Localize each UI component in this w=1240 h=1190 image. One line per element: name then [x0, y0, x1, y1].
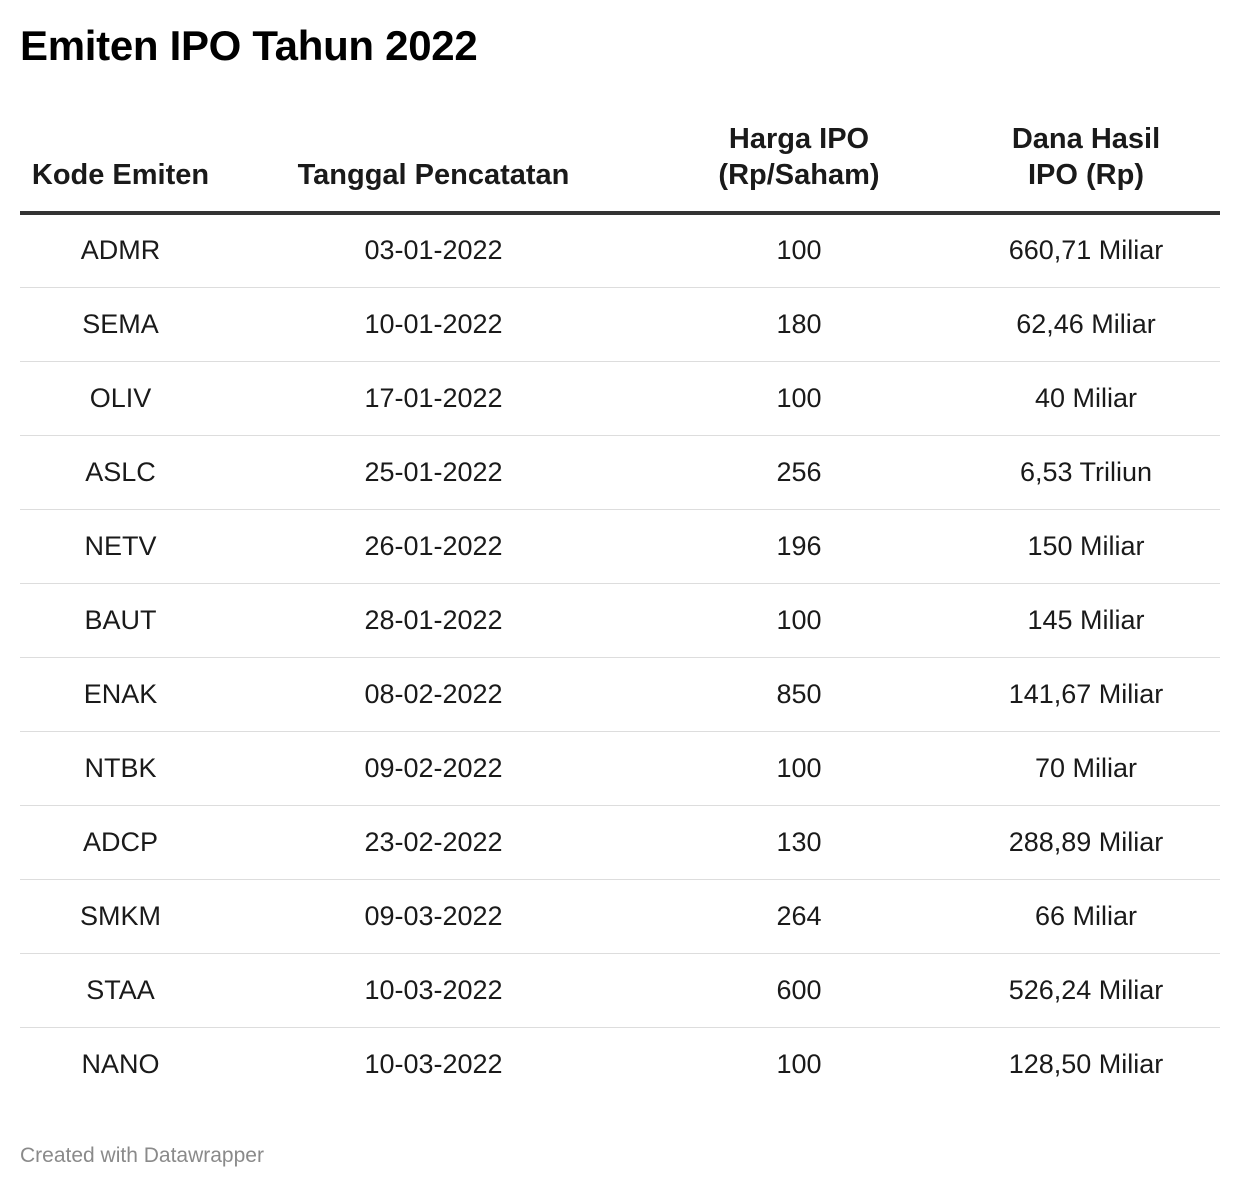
cell-dana-hasil-ipo: 141,67 Miliar: [952, 657, 1220, 732]
table-row: ADCP 23-02-2022 130 288,89 Miliar: [20, 805, 1220, 880]
table-body: ADMR 03-01-2022 100 660,71 Miliar SEMA 10-01-…: [20, 213, 1220, 1101]
cell-tanggal-pencatatan: 17-01-2022: [221, 361, 646, 436]
cell-harga-ipo: 100: [646, 583, 952, 658]
cell-dana-hasil-ipo: 660,71 Miliar: [952, 213, 1220, 288]
table-row: SMKM 09-03-2022 264 66 Miliar: [20, 879, 1220, 954]
header-line: IPO (Rp): [1028, 159, 1144, 191]
cell-tanggal-pencatatan: 09-02-2022: [221, 731, 646, 806]
cell-kode-emiten: ASLC: [20, 435, 221, 510]
header-line: Tanggal Pencatatan: [297, 159, 570, 191]
table-row: NTBK 09-02-2022 100 70 Miliar: [20, 731, 1220, 806]
table-header: Kode Emiten Tanggal Pencatatan Harga IPO…: [20, 110, 1220, 215]
cell-kode-emiten: ENAK: [20, 657, 221, 732]
cell-kode-emiten: SMKM: [20, 879, 221, 954]
cell-harga-ipo: 600: [646, 953, 952, 1028]
cell-kode-emiten: NANO: [81, 1048, 160, 1079]
cell-harga-ipo: 196: [646, 509, 952, 584]
cell-kode-emiten: BAUT: [20, 583, 221, 658]
cell-harga-ipo: 850: [646, 657, 952, 732]
cell-tanggal-pencatatan: 23-02-2022: [221, 805, 646, 880]
cell-dana-hasil-ipo: 128,50 Miliar: [1008, 1048, 1164, 1079]
cell-harga-ipo: 100: [646, 213, 952, 288]
cell-tanggal-pencatatan: 26-01-2022: [221, 509, 646, 584]
cell-kode-emiten: ADCP: [20, 805, 221, 880]
cell-tanggal-pencatatan: 03-01-2022: [221, 213, 646, 288]
cell-dana-hasil-ipo: 66 Miliar: [952, 879, 1220, 954]
table-row: SEMA 10-01-2022 180 62,46 Miliar: [20, 287, 1220, 362]
cell-dana-hasil-ipo: 6,53 Triliun: [952, 435, 1220, 510]
cell-tanggal-pencatatan: 28-01-2022: [221, 583, 646, 658]
table-row: OLIV 17-01-2022 100 40 Miliar: [20, 361, 1220, 436]
cell-kode-emiten: NTBK: [20, 731, 221, 806]
header-harga-ipo: Harga IPO (Rp/Saham): [646, 110, 952, 215]
cell-kode-emiten: OLIV: [20, 361, 221, 436]
header-kode-emiten: Kode Emiten: [20, 110, 221, 215]
header-line: (Rp/Saham): [718, 159, 880, 191]
cell-dana-hasil-ipo: 145 Miliar: [952, 583, 1220, 658]
footer-credit: Created with Datawrapper: [20, 1144, 264, 1167]
cell-kode-emiten: NETV: [20, 509, 221, 584]
cell-harga-ipo: 100: [776, 1048, 822, 1079]
cell-tanggal-pencatatan: 25-01-2022: [221, 435, 646, 510]
cell-dana-hasil-ipo: 526,24 Miliar: [952, 953, 1220, 1028]
page-title: Emiten IPO Tahun 2022: [20, 22, 478, 69]
cell-dana-hasil-ipo: 70 Miliar: [952, 731, 1220, 806]
table-row: STAA 10-03-2022 600 526,24 Miliar: [20, 953, 1220, 1028]
table-row: NETV 26-01-2022 196 150 Miliar: [20, 509, 1220, 584]
cell-harga-ipo: 264: [646, 879, 952, 954]
table-row: ADMR 03-01-2022 100 660,71 Miliar: [20, 213, 1220, 288]
cell-tanggal-pencatatan: 08-02-2022: [221, 657, 646, 732]
cell-harga-ipo: 180: [646, 287, 952, 362]
cell-dana-hasil-ipo: 40 Miliar: [952, 361, 1220, 436]
table-page: Emiten IPO Tahun 2022 Kode Emiten Tangga…: [20, 0, 1220, 1190]
header-dana-hasil-ipo: Dana Hasil IPO (Rp): [952, 110, 1220, 215]
header-line: Kode Emiten: [31, 159, 210, 191]
cell-kode-emiten: STAA: [20, 953, 221, 1028]
table-row: ASLC 25-01-2022 256 6,53 Triliun: [20, 435, 1220, 510]
cell-tanggal-pencatatan: 10-03-2022: [364, 1048, 503, 1079]
header-line: Dana Hasil: [1011, 123, 1161, 155]
table-row: ENAK 08-02-2022 850 141,67 Miliar: [20, 657, 1220, 732]
cell-dana-hasil-ipo: 288,89 Miliar: [952, 805, 1220, 880]
cell-tanggal-pencatatan: 09-03-2022: [221, 879, 646, 954]
header-row: Kode Emiten Tanggal Pencatatan Harga IPO…: [20, 110, 1220, 215]
cell-dana-hasil-ipo: 150 Miliar: [952, 509, 1220, 584]
cell-kode-emiten: SEMA: [20, 287, 221, 362]
table-row: NANO 10-03-2022 100 128,50 Miliar: [20, 1027, 1220, 1101]
cell-kode-emiten: ADMR: [20, 213, 221, 288]
cell-harga-ipo: 100: [646, 731, 952, 806]
cell-harga-ipo: 256: [646, 435, 952, 510]
ipo-table: Kode Emiten Tanggal Pencatatan Harga IPO…: [20, 110, 1220, 1101]
cell-harga-ipo: 100: [646, 361, 952, 436]
cell-harga-ipo: 130: [646, 805, 952, 880]
header-line: Harga IPO: [728, 123, 870, 155]
header-tanggal-pencatatan: Tanggal Pencatatan: [221, 110, 646, 215]
cell-dana-hasil-ipo: 62,46 Miliar: [952, 287, 1220, 362]
cell-tanggal-pencatatan: 10-01-2022: [221, 287, 646, 362]
table-row: BAUT 28-01-2022 100 145 Miliar: [20, 583, 1220, 658]
cell-tanggal-pencatatan: 10-03-2022: [221, 953, 646, 1028]
